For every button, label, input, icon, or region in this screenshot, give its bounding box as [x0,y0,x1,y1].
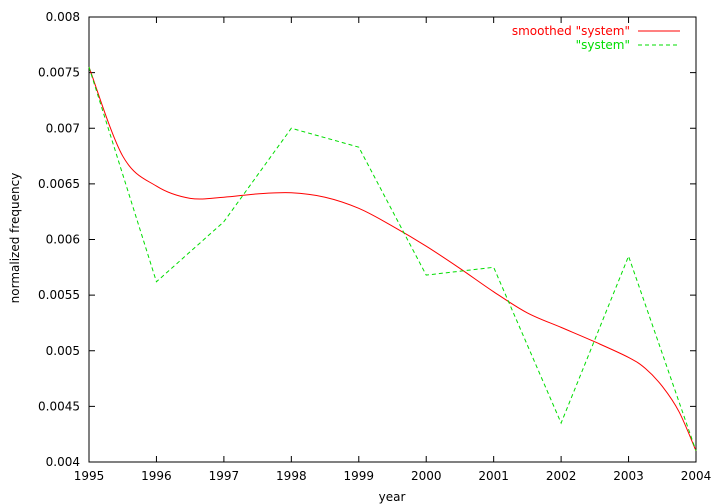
x-tick-label: 2004 [681,469,712,483]
y-axis-title: normalized frequency [8,173,22,304]
y-tick-label: 0.0065 [38,177,80,191]
x-tick-label: 1995 [74,469,105,483]
legend-label-1: "system" [576,38,630,52]
y-tick-label: 0.005 [46,344,80,358]
x-tick-label: 2000 [411,469,442,483]
y-tick-label: 0.0055 [38,288,80,302]
series-line-1 [88,66,697,452]
x-tick-label: 2001 [478,469,509,483]
x-tick-label: 1996 [141,469,172,483]
series-line-0 [88,66,697,452]
y-tick-label: 0.0045 [38,399,80,413]
y-tick-label: 0.006 [46,233,80,247]
x-tick-label: 1998 [276,469,307,483]
y-tick-label: 0.008 [46,10,80,24]
x-tick-label: 1997 [209,469,240,483]
x-tick-label: 2002 [546,469,577,483]
x-tick-label: 2003 [613,469,644,483]
x-axis-title: year [379,490,406,504]
y-tick-label: 0.004 [46,455,80,469]
y-tick-label: 0.007 [46,121,80,135]
x-tick-label: 1999 [344,469,375,483]
y-tick-label: 0.0075 [38,66,80,80]
plot-frame [88,16,697,463]
legend-label-0: smoothed "system" [512,24,630,38]
